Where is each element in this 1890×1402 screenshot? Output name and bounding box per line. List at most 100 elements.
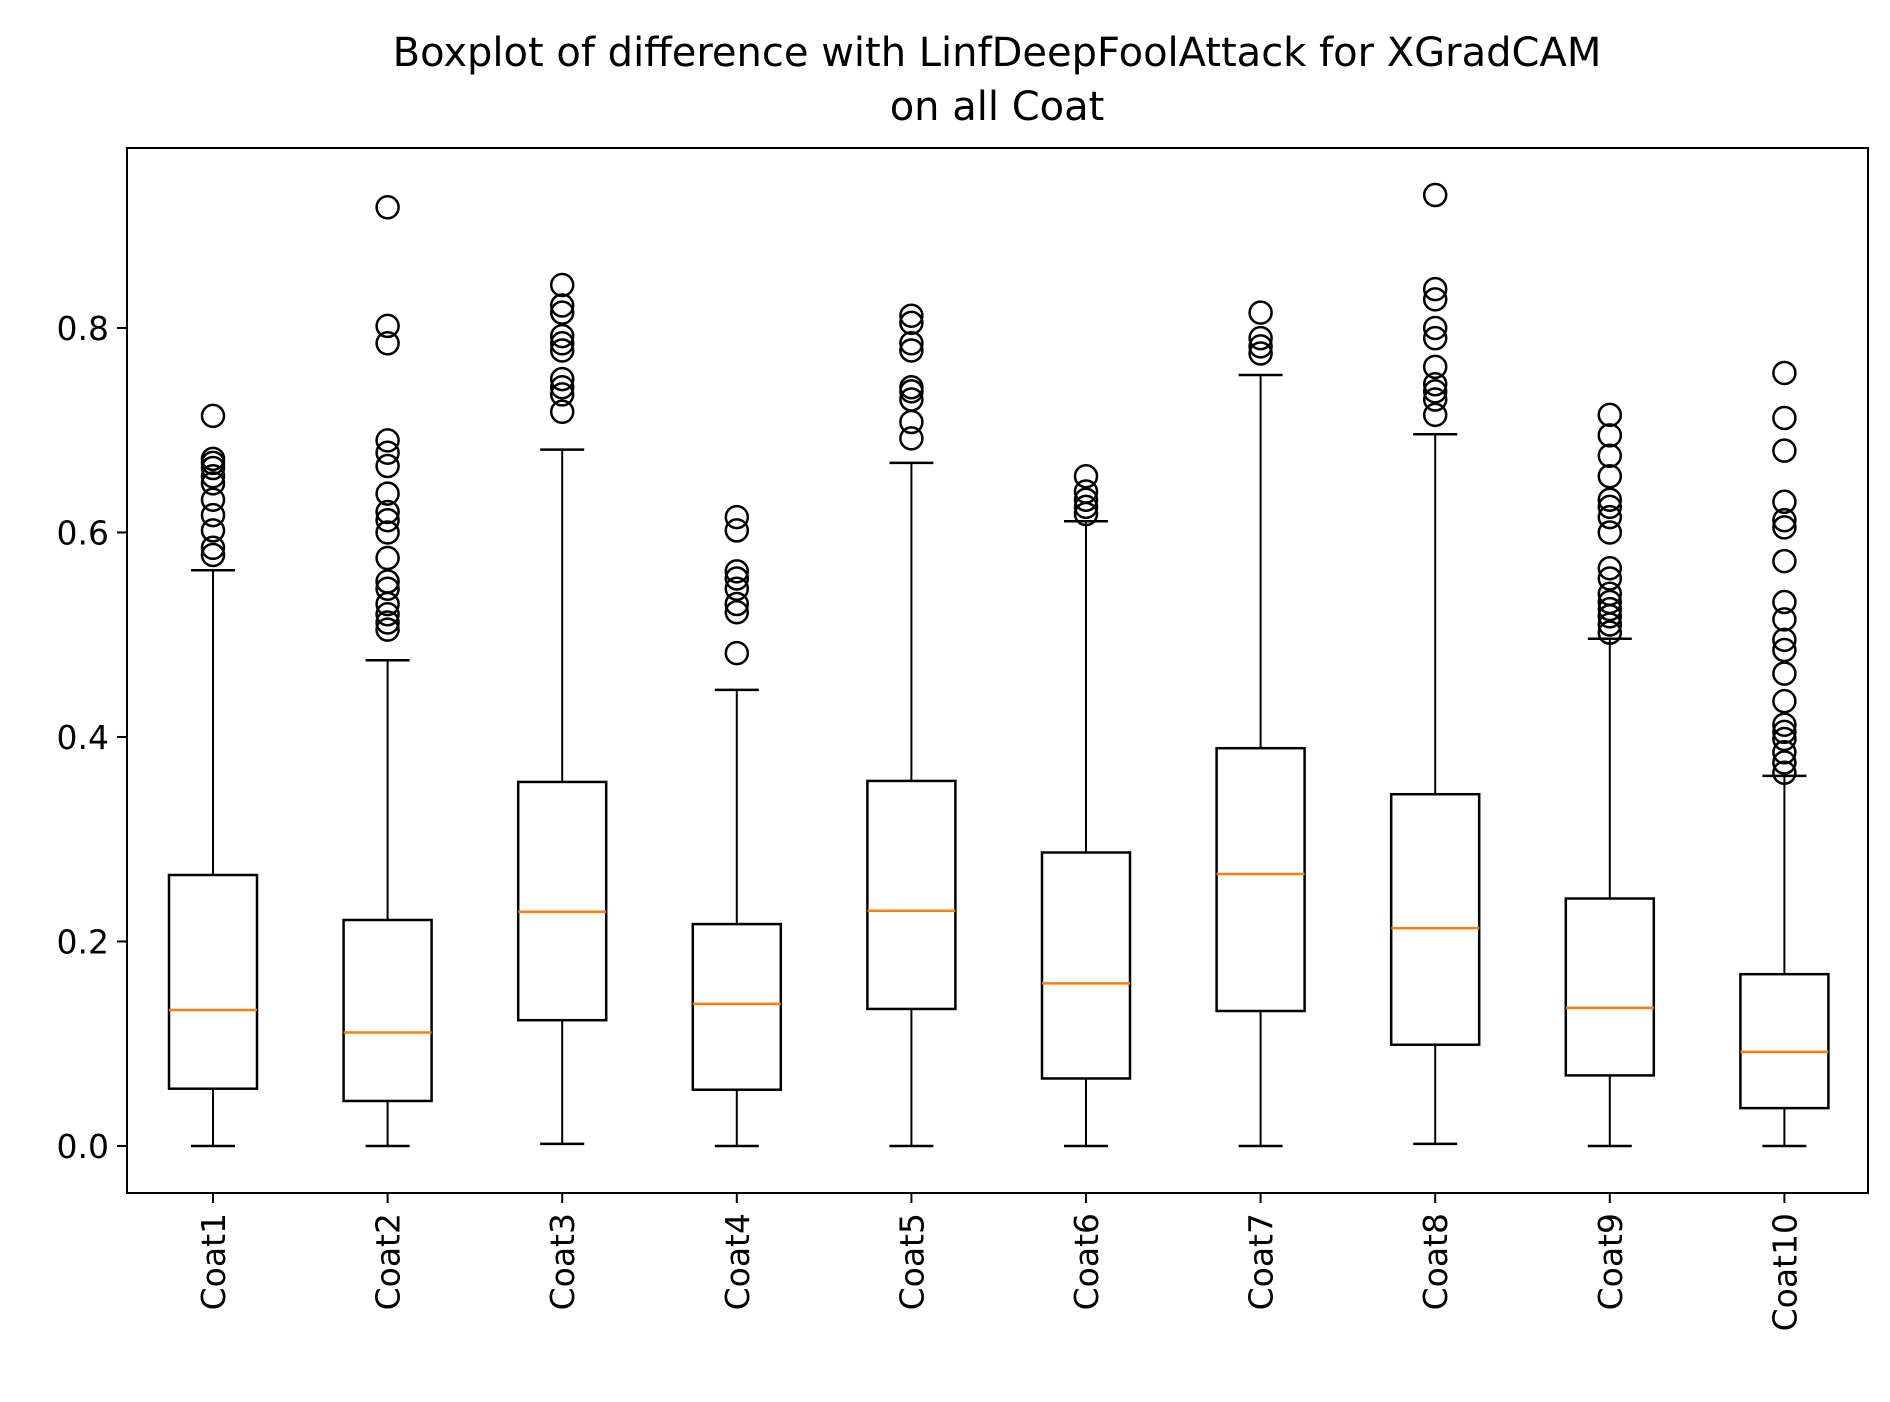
outlier-point: [375, 195, 400, 220]
outlier-point: [899, 375, 924, 400]
outlier-point: [1597, 620, 1623, 645]
iqr-box: [1040, 851, 1132, 1080]
box-group-coat10: [1739, 360, 1830, 1148]
outlier-point: [375, 507, 400, 533]
outlier-point: [1597, 504, 1623, 530]
chart-title-line-2: on all Coat: [890, 84, 1105, 130]
plot-area-frame: [126, 147, 1869, 1194]
outlier-point: [549, 300, 575, 325]
outlier-point: [375, 576, 400, 601]
outlier-point: [375, 569, 400, 594]
outlier-point: [1073, 487, 1099, 512]
outlier-point: [1772, 712, 1797, 737]
iqr-box: [1389, 792, 1481, 1046]
outlier-point: [200, 463, 226, 489]
outlier-point: [200, 518, 226, 543]
outlier-point: [899, 387, 924, 412]
outlier-point: [1772, 489, 1797, 515]
iqr-box: [1739, 972, 1830, 1110]
outlier-point: [899, 409, 924, 435]
outlier-point: [1772, 740, 1797, 765]
iqr-box: [516, 780, 608, 1022]
outlier-point: [1772, 719, 1797, 745]
outlier-point: [549, 399, 575, 425]
outlier-point: [1597, 402, 1623, 428]
outlier-point: [1772, 515, 1797, 540]
outlier-point: [375, 602, 400, 627]
x-tick-label-coat3: Coat3: [543, 1213, 582, 1310]
outlier-point: [1422, 379, 1448, 404]
outlier-point: [724, 576, 750, 601]
outlier-point: [200, 502, 226, 528]
outlier-point: [549, 375, 575, 400]
outlier-point: [1772, 627, 1797, 653]
iqr-box: [167, 873, 259, 1090]
iqr-box: [342, 918, 433, 1103]
outlier-point: [1772, 405, 1797, 431]
outlier-point: [549, 366, 575, 392]
x-tick-label-coat5: Coat5: [892, 1213, 931, 1310]
outlier-point: [200, 471, 226, 496]
x-tick-label-coat8: Coat8: [1416, 1213, 1455, 1310]
outlier-point: [549, 323, 575, 349]
outlier-point: [1597, 566, 1623, 591]
outlier-point: [1422, 402, 1448, 428]
outlier-point: [724, 504, 750, 530]
outlier-point: [1422, 387, 1448, 412]
box-group-coat1: [167, 403, 259, 1148]
outlier-point: [549, 338, 575, 363]
outlier-point: [724, 640, 750, 666]
outlier-point: [899, 303, 924, 328]
outlier-point: [1772, 637, 1797, 663]
outlier-point: [1597, 596, 1623, 622]
outlier-point: [1597, 581, 1623, 607]
outlier-point: [899, 310, 924, 336]
outlier-point: [724, 559, 750, 584]
outlier-point: [1772, 661, 1797, 686]
outlier-point: [200, 535, 226, 561]
outlier-point: [724, 566, 750, 591]
iqr-box: [1564, 897, 1656, 1077]
outlier-point: [375, 617, 400, 642]
outlier-point: [724, 518, 750, 543]
outlier-point: [1772, 688, 1797, 714]
outlier-point: [1422, 325, 1448, 351]
box-group-coat9: [1564, 402, 1656, 1148]
box-group-coat7: [1215, 300, 1306, 1148]
box-group-coat6: [1040, 463, 1132, 1148]
outlier-point: [1597, 589, 1623, 615]
chart-title-line-1: Boxplot of difference with LinfDeepFoolA…: [393, 30, 1602, 76]
outlier-point: [375, 440, 400, 465]
outlier-point: [549, 272, 575, 298]
outlier-point: [1772, 438, 1797, 463]
outlier-point: [1073, 463, 1099, 489]
y-tick-label: 0.2: [57, 922, 109, 961]
x-tick-label-coat9: Coat9: [1591, 1213, 1630, 1310]
x-tick-label-coat7: Coat7: [1242, 1213, 1281, 1310]
outlier-point: [549, 293, 575, 318]
outlier-point: [1597, 555, 1623, 581]
outlier-point: [1772, 607, 1797, 632]
outlier-point: [899, 426, 924, 451]
outlier-point: [200, 446, 226, 472]
y-tick-label: 0.0: [57, 1127, 109, 1166]
chart-title: Boxplot of difference with LinfDeepFoolA…: [393, 30, 1602, 130]
outlier-point: [724, 591, 750, 617]
outlier-point: [200, 403, 226, 429]
outlier-point: [1422, 276, 1448, 302]
outlier-point: [1772, 548, 1797, 574]
outlier-point: [1772, 360, 1797, 386]
outlier-point: [1772, 760, 1797, 786]
plot-layer: [167, 182, 1830, 1148]
outlier-point: [1248, 334, 1273, 359]
x-axis: Coat1 Coat2 Coat3 Coat4 Coat5 Coat6 Coat7 Coat8…: [194, 1193, 1804, 1331]
outlier-point: [1248, 325, 1273, 351]
outlier-point: [375, 481, 400, 506]
x-tick-label-coat1: Coat1: [194, 1213, 233, 1310]
outlier-point: [1597, 494, 1623, 520]
outlier-point: [1597, 443, 1623, 469]
outlier-point: [1073, 479, 1099, 504]
box-group-coat4: [691, 504, 783, 1148]
outlier-point: [1422, 182, 1448, 208]
outlier-point: [1772, 726, 1797, 752]
